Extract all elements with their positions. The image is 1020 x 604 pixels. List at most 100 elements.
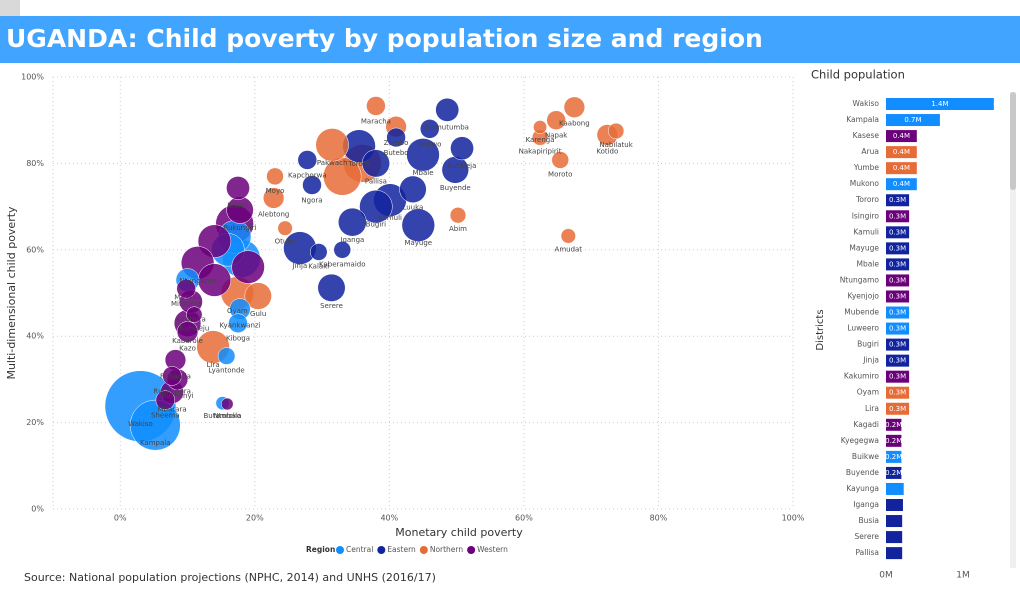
bubble: [315, 128, 349, 162]
point-label: Lira: [207, 361, 220, 369]
point-label: Jinja: [292, 262, 308, 270]
category-label: Buyende: [846, 468, 879, 477]
point-label: Rukungiri: [224, 224, 257, 232]
point-label: Namutumba: [425, 123, 469, 131]
point-label: Serere: [320, 302, 343, 310]
point-label: Buhweju: [179, 325, 209, 333]
value-label: 0.3M: [889, 260, 906, 268]
category-label: Bugiri: [857, 340, 879, 349]
point-label: Kamuli: [378, 214, 402, 222]
bar: [886, 499, 903, 511]
point-label: Rwampara: [153, 387, 191, 395]
bubble: [309, 243, 328, 261]
point-label: Oyam: [227, 307, 248, 315]
value-label: 0.3M: [889, 244, 906, 252]
bar: [886, 274, 910, 287]
bubble: [176, 278, 196, 299]
point-label: Nakapiripirit: [519, 147, 562, 155]
category-label: Pallisa: [855, 548, 879, 557]
point-label: Wakiso: [128, 420, 153, 428]
value-label: 0.3M: [889, 357, 906, 365]
bar: [886, 322, 910, 335]
point-label: Kaabong: [559, 120, 590, 128]
page-title: UGANDA: Child poverty by population size…: [6, 24, 763, 53]
point-label: Kyankwanzi: [219, 321, 260, 329]
value-label: 0.3M: [889, 276, 906, 284]
bar: [886, 531, 903, 544]
value-label: 0.3M: [889, 212, 906, 220]
point-label: Maracha: [361, 117, 391, 125]
scrollbar[interactable]: [1010, 92, 1016, 568]
bar: [886, 418, 902, 431]
bubble: [277, 220, 293, 236]
category-label: Yumbe: [853, 163, 880, 172]
bar: [886, 290, 910, 303]
bar: [886, 450, 902, 463]
bar: [886, 242, 910, 255]
point-label: Mitooma: [171, 300, 201, 308]
legend-marker: [419, 546, 428, 554]
bubble: [450, 136, 474, 161]
point-label: Kaberamaido: [319, 260, 365, 268]
point-label: Buyende: [440, 184, 471, 192]
x-tick-label: 0M: [879, 571, 893, 581]
bar: [886, 130, 917, 143]
bubble: [419, 119, 440, 139]
value-label: 0.2M: [885, 453, 902, 461]
bubble: [366, 96, 386, 116]
bubble: [244, 282, 272, 310]
y-axis-title: Districts: [815, 309, 826, 350]
source: Source: National population projections …: [24, 571, 436, 584]
value-label: 0.3M: [889, 292, 906, 300]
category-label: Wakiso: [853, 99, 880, 108]
point-label: Otuke: [275, 238, 296, 246]
legend-label: Eastern: [387, 545, 416, 554]
point-label: Iganga: [340, 236, 364, 244]
point-label: Alebtong: [258, 210, 289, 218]
category-label: Kayunga: [846, 484, 879, 493]
point-label: Gulu: [250, 310, 266, 318]
bar: [886, 114, 940, 127]
bubble: [302, 175, 322, 195]
point-label: Mbale: [412, 169, 433, 177]
point-label: Moroto: [548, 170, 572, 178]
point-label: Bukwo: [418, 140, 441, 148]
category-label: Tororo: [855, 195, 879, 204]
point-label: Karenga: [526, 136, 555, 144]
bubble: [228, 313, 248, 333]
legend-label: Central: [346, 545, 373, 554]
bubble: [297, 150, 318, 170]
y-tick-label: 80%: [26, 159, 44, 168]
category-label: Lira: [865, 404, 879, 413]
bubble: [359, 189, 393, 224]
point-label: Mayuge: [404, 239, 432, 247]
value-label: 0.2M: [885, 469, 902, 477]
bar: [886, 98, 994, 110]
point-label: Moyo: [266, 187, 285, 195]
value-label: 0.2M: [885, 437, 902, 445]
category-label: Kagadi: [853, 420, 879, 429]
value-label: 0.3M: [889, 373, 906, 381]
bubble: [317, 273, 346, 302]
bubble: [176, 321, 199, 343]
bar: [886, 482, 904, 495]
bubble: [333, 241, 352, 259]
scroll-thumb[interactable]: [1010, 92, 1016, 190]
bubble: [129, 399, 181, 451]
bar: [886, 515, 903, 528]
bubble: [162, 366, 182, 386]
bubble: [155, 390, 176, 410]
bubble: [361, 149, 390, 178]
category-label: Mayuge: [849, 243, 879, 252]
title-bar: [0, 16, 1020, 63]
point-label: Mbarara: [158, 406, 187, 414]
bubble: [551, 151, 569, 169]
category-label: Buikwe: [852, 452, 879, 461]
point-label: Kabarole: [172, 337, 203, 345]
point-label: Ntoroko: [214, 412, 241, 420]
bubble: [401, 208, 435, 242]
point-label: Kampala: [140, 439, 171, 447]
point-label: Amudat: [555, 245, 583, 253]
bubble: [386, 127, 406, 148]
category-label: Iganga: [853, 500, 879, 509]
